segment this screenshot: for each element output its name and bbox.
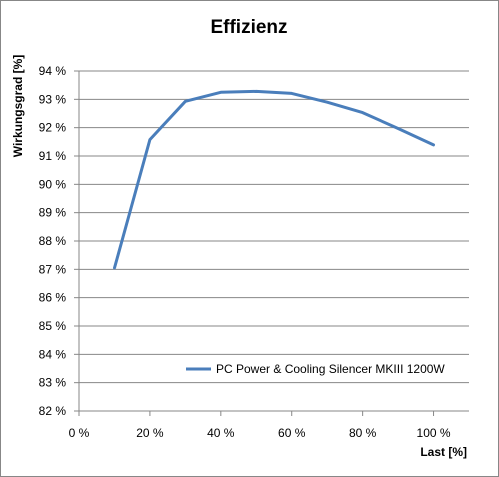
legend-label: PC Power & Cooling Silencer MKIII 1200W — [216, 362, 445, 376]
y-tick-label: 91 % — [39, 149, 67, 163]
x-tick-label: 20 % — [136, 426, 164, 440]
x-tick-label: 80 % — [349, 426, 377, 440]
y-tick-label: 89 % — [39, 206, 67, 220]
y-tick-labels: 82 % 83 % 84 % 85 % 86 % 87 % 88 % 89 % 90 % 91 %… — [39, 64, 67, 418]
y-tick-label: 88 % — [39, 234, 67, 248]
y-tick-label: 94 % — [39, 64, 67, 78]
chart-title: Effizienz — [210, 17, 287, 38]
x-tick-label: 60 % — [278, 426, 306, 440]
y-tick-label: 86 % — [39, 291, 67, 305]
y-tick-label: 84 % — [39, 347, 67, 361]
y-tick-label: 90 % — [39, 177, 67, 191]
y-tick-label: 87 % — [39, 262, 67, 276]
x-tick-label: 100 % — [417, 426, 451, 440]
y-tick-label: 82 % — [39, 404, 67, 418]
y-axis-label: Wirkungsgrad [%] — [11, 55, 25, 158]
x-axis-label: Last [%] — [420, 445, 467, 459]
y-tick-label: 92 % — [39, 121, 67, 135]
y-tick-label: 93 % — [39, 92, 67, 106]
x-tick-labels: 0 % 20 % 40 % 60 % 80 % 100 % — [69, 426, 451, 440]
x-tick-label: 40 % — [207, 426, 235, 440]
axes — [74, 70, 469, 416]
legend: PC Power & Cooling Silencer MKIII 1200W — [186, 362, 445, 376]
gridlines — [79, 70, 469, 412]
y-tick-label: 85 % — [39, 319, 67, 333]
x-tick-label: 0 % — [69, 426, 90, 440]
series-line — [113, 89, 435, 270]
series-lines — [113, 89, 435, 270]
y-tick-label: 83 % — [39, 376, 67, 390]
